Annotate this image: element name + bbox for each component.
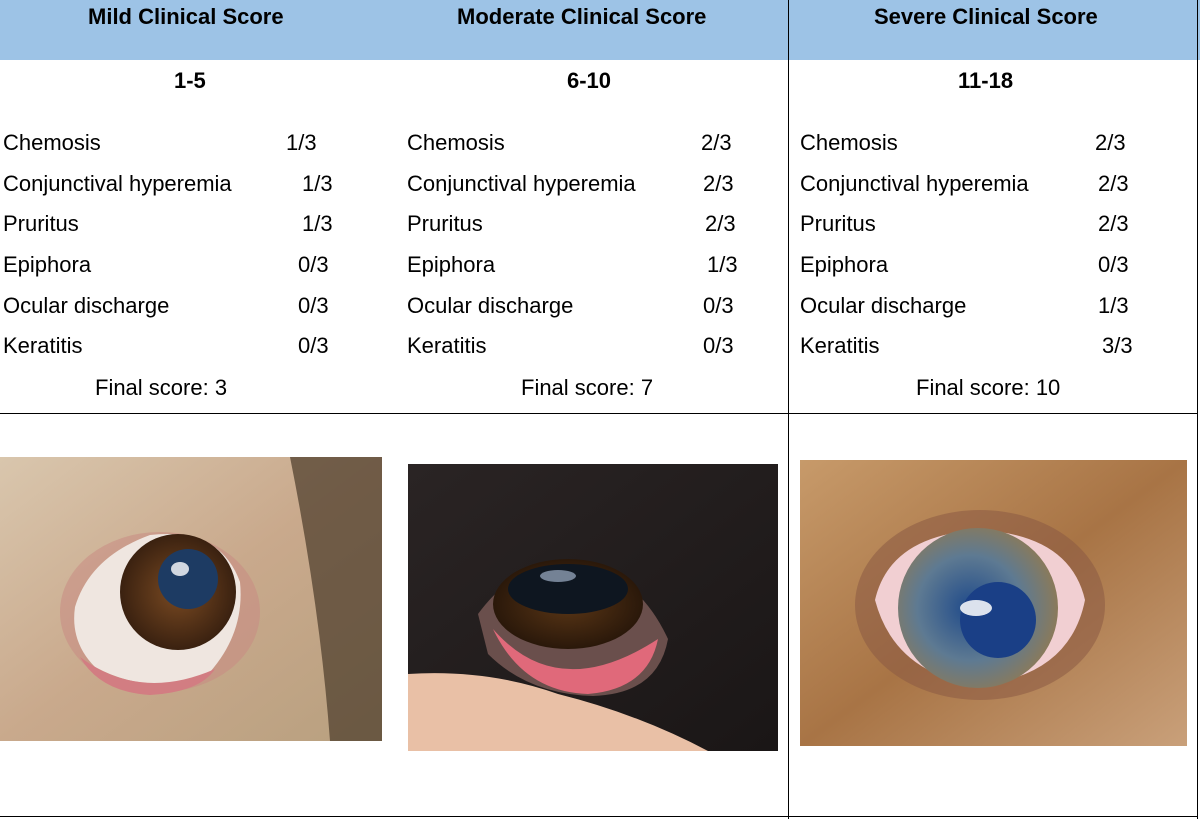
list-item: Keratitis 0/3 xyxy=(3,326,333,367)
eye-photo-mild xyxy=(0,457,382,741)
item-value: 0/3 xyxy=(703,333,734,359)
right-border xyxy=(1197,0,1198,819)
final-score: Final score: 3 xyxy=(95,375,228,400)
list-item: Pruritus 2/3 xyxy=(407,204,747,245)
item-label: Keratitis xyxy=(800,333,880,359)
item-value: 1/3 xyxy=(707,252,738,278)
item-value: 2/3 xyxy=(701,130,732,155)
item-label: Ocular discharge xyxy=(407,292,574,318)
score-range: 1-5 xyxy=(174,68,206,93)
item-value: 2/3 xyxy=(705,211,736,237)
list-item: Epiphora 0/3 xyxy=(3,245,333,286)
score-range: 6-10 xyxy=(567,68,612,93)
column-title: Severe Clinical Score xyxy=(874,4,1098,29)
final-score: Final score: 7 xyxy=(521,375,654,400)
column-title: Moderate Clinical Score xyxy=(457,4,707,29)
item-value: 0/3 xyxy=(298,292,329,318)
final-score: Final score: 10 xyxy=(916,375,1061,400)
eye-photo-severe xyxy=(800,460,1187,746)
score-list: Chemosis 1/3 Conjunctival hyperemia 1/3 Pr… xyxy=(3,123,333,367)
list-item: Conjunctival hyperemia 1/3 xyxy=(3,164,333,205)
bottom-border xyxy=(0,816,1198,817)
item-label: Pruritus xyxy=(800,211,876,237)
list-item: Ocular discharge 1/3 xyxy=(800,286,1140,327)
item-label: Epiphora xyxy=(407,252,496,278)
item-value: 0/3 xyxy=(298,333,329,359)
list-item: Conjunctival hyperemia 2/3 xyxy=(407,164,747,205)
item-value: 1/3 xyxy=(302,170,333,196)
score-range: 11-18 xyxy=(958,68,1014,93)
eye-photo-moderate xyxy=(408,464,778,751)
item-value: 2/3 xyxy=(1098,170,1129,196)
list-item: Keratitis 0/3 xyxy=(407,326,747,367)
item-label: Conjunctival hyperemia xyxy=(3,170,232,196)
list-item: Chemosis 2/3 xyxy=(407,123,747,164)
item-label: Conjunctival hyperemia xyxy=(800,170,1029,196)
list-item: Keratitis 3/3 xyxy=(800,326,1140,367)
item-value: 0/3 xyxy=(703,292,734,318)
list-item: Conjunctival hyperemia 2/3 xyxy=(800,164,1140,205)
item-value: 3/3 xyxy=(1102,333,1133,359)
item-value: 2/3 xyxy=(1098,211,1129,237)
list-item: Chemosis 1/3 xyxy=(3,123,333,164)
item-label: Conjunctival hyperemia xyxy=(407,170,636,196)
score-list: Chemosis 2/3 Conjunctival hyperemia 2/3 Pr… xyxy=(407,123,747,367)
list-item: Ocular discharge 0/3 xyxy=(3,286,333,327)
item-value: 1/3 xyxy=(302,211,333,237)
row-divider xyxy=(0,413,1198,414)
score-list: Chemosis 2/3 Conjunctival hyperemia 2/3 Pr… xyxy=(800,123,1140,367)
column-title: Mild Clinical Score xyxy=(88,4,284,29)
list-item: Pruritus 1/3 xyxy=(3,204,333,245)
item-value: 1/3 xyxy=(286,130,317,155)
item-label: Pruritus xyxy=(3,211,79,237)
item-label: Chemosis xyxy=(3,130,101,155)
item-value: 0/3 xyxy=(298,252,329,278)
item-value: 0/3 xyxy=(1098,252,1129,278)
item-label: Keratitis xyxy=(407,333,487,359)
header-band xyxy=(0,0,1200,60)
item-label: Ocular discharge xyxy=(800,292,967,318)
item-value: 2/3 xyxy=(703,170,734,196)
list-item: Epiphora 0/3 xyxy=(800,245,1140,286)
item-label: Chemosis xyxy=(407,130,505,155)
column-divider xyxy=(788,0,789,819)
item-label: Ocular discharge xyxy=(3,292,170,318)
item-value: 1/3 xyxy=(1098,292,1129,318)
item-value: 2/3 xyxy=(1095,130,1126,155)
list-item: Epiphora 1/3 xyxy=(407,245,747,286)
list-item: Chemosis 2/3 xyxy=(800,123,1140,164)
item-label: Pruritus xyxy=(407,211,483,237)
item-label: Epiphora xyxy=(800,252,889,278)
list-item: Ocular discharge 0/3 xyxy=(407,286,747,327)
list-item: Pruritus 2/3 xyxy=(800,204,1140,245)
item-label: Chemosis xyxy=(800,130,898,155)
item-label: Keratitis xyxy=(3,333,83,359)
item-label: Epiphora xyxy=(3,252,92,278)
